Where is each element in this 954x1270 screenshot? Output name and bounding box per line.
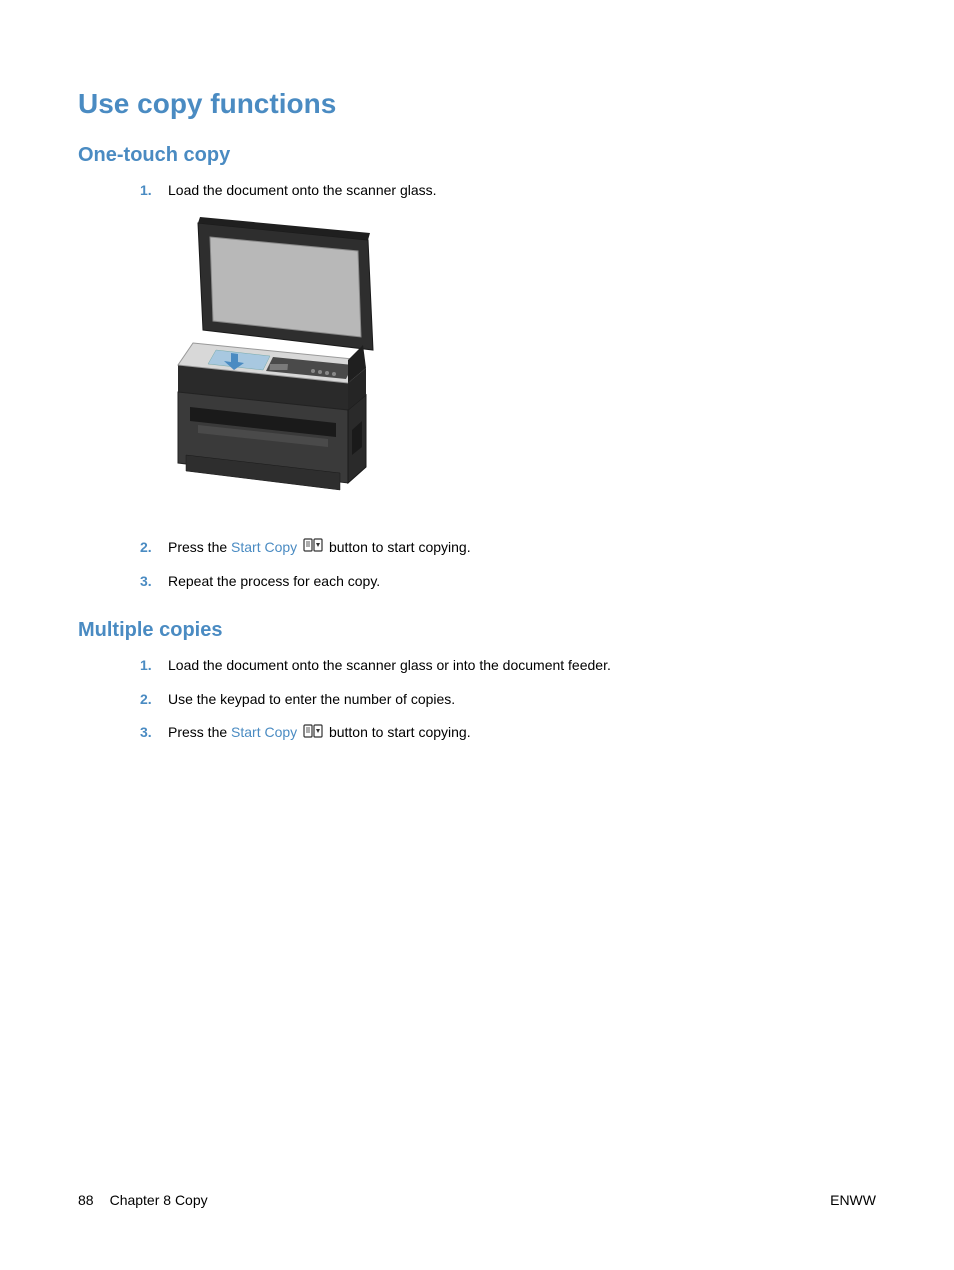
step-number: 3. bbox=[140, 723, 168, 743]
page-title: Use copy functions bbox=[78, 88, 876, 120]
copy-icon bbox=[303, 538, 323, 558]
step-number: 1. bbox=[140, 656, 168, 676]
list-item: 1. Load the document onto the scanner gl… bbox=[140, 181, 876, 201]
multiple-copies-steps: 1. Load the document onto the scanner gl… bbox=[78, 656, 876, 743]
start-copy-link: Start Copy bbox=[231, 539, 297, 555]
page-number: 88 bbox=[78, 1192, 94, 1208]
start-copy-link: Start Copy bbox=[231, 724, 297, 740]
step-text: Load the document onto the scanner glass… bbox=[168, 181, 876, 201]
step-number: 2. bbox=[140, 538, 168, 558]
section-heading-one-touch: One-touch copy bbox=[78, 144, 876, 167]
list-item: 1. Load the document onto the scanner gl… bbox=[140, 656, 876, 676]
list-item: 2. Press the Start Copy button to start … bbox=[140, 538, 876, 558]
page-footer: 88 Chapter 8 Copy ENWW bbox=[78, 1192, 876, 1208]
step-text: Repeat the process for each copy. bbox=[168, 572, 876, 592]
footer-right: ENWW bbox=[830, 1192, 876, 1208]
step-text: Press the Start Copy button to start cop… bbox=[168, 723, 876, 743]
list-item: 3. Press the Start Copy button to start … bbox=[140, 723, 876, 743]
chapter-label: Chapter 8 Copy bbox=[110, 1192, 208, 1208]
step-text: Use the keypad to enter the number of co… bbox=[168, 690, 876, 710]
step-number: 1. bbox=[140, 181, 168, 201]
step-number: 2. bbox=[140, 690, 168, 710]
printer-illustration bbox=[168, 215, 876, 520]
section-heading-multiple: Multiple copies bbox=[78, 619, 876, 642]
step-text: Press the Start Copy button to start cop… bbox=[168, 538, 876, 558]
list-item: 3. Repeat the process for each copy. bbox=[140, 572, 876, 592]
copy-icon bbox=[303, 724, 323, 744]
list-item: 2. Use the keypad to enter the number of… bbox=[140, 690, 876, 710]
one-touch-steps-continued: 2. Press the Start Copy button to start … bbox=[78, 538, 876, 592]
step-text: Load the document onto the scanner glass… bbox=[168, 656, 876, 676]
one-touch-steps: 1. Load the document onto the scanner gl… bbox=[78, 181, 876, 201]
step-number: 3. bbox=[140, 572, 168, 592]
